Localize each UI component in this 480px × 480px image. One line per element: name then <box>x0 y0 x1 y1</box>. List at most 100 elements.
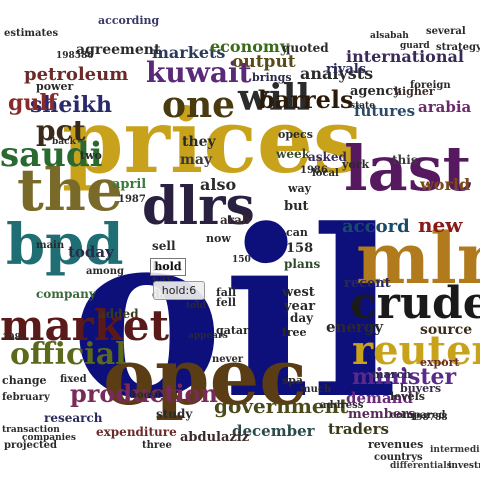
word-crude[interactable]: crude <box>350 278 480 329</box>
word-government[interactable]: government <box>214 394 349 418</box>
word-according[interactable]: according <box>98 14 160 27</box>
word-150[interactable]: 150 <box>232 255 251 265</box>
word-gulf[interactable]: gulf <box>8 90 59 116</box>
word-agency[interactable]: agency <box>350 84 401 99</box>
word-told[interactable]: told <box>186 301 207 311</box>
word-sheikh[interactable]: sheikh <box>30 92 112 118</box>
word-accord[interactable]: accord <box>342 216 410 237</box>
word-198788[interactable]: 198788 <box>410 413 448 423</box>
word-change[interactable]: change <box>2 374 47 387</box>
word-company[interactable]: company <box>36 287 97 301</box>
word-1986[interactable]: 1986 <box>300 165 328 176</box>
word-main[interactable]: main <box>36 240 65 251</box>
word-riyals[interactable]: riyals <box>326 62 366 77</box>
word-levels[interactable]: levels <box>390 390 425 403</box>
word-one[interactable]: one <box>162 84 235 126</box>
word-york[interactable]: york <box>341 158 370 171</box>
word-two[interactable]: two <box>80 149 102 162</box>
word-guard[interactable]: guard <box>400 41 430 51</box>
word-economy[interactable]: economy <box>210 37 290 56</box>
word-arab[interactable]: arab <box>220 213 250 227</box>
word-april[interactable]: april <box>112 177 146 192</box>
word-week[interactable]: week <box>275 147 311 161</box>
word-export[interactable]: export <box>420 356 460 369</box>
word-world[interactable]: world <box>419 175 470 194</box>
word-pct[interactable]: pct <box>36 114 86 147</box>
word-fell[interactable]: fell <box>216 296 236 309</box>
word-now[interactable]: now <box>206 232 231 245</box>
word-quoted[interactable]: quoted <box>282 41 329 55</box>
word-asked[interactable]: asked <box>308 150 347 164</box>
word-will[interactable]: will <box>237 77 310 119</box>
word-qatar[interactable]: qatar <box>216 324 249 337</box>
word-official[interactable]: official <box>10 337 127 372</box>
word-international[interactable]: international <box>346 47 464 66</box>
word-mln[interactable]: mln <box>356 217 480 300</box>
word-brings[interactable]: brings <box>252 71 292 84</box>
word-barrels[interactable]: barrels <box>258 85 354 114</box>
word-foreign[interactable]: foreign <box>410 80 451 91</box>
word-state[interactable]: state <box>350 101 375 111</box>
word-plans[interactable]: plans <box>284 257 320 271</box>
word-market[interactable]: market <box>0 301 170 350</box>
word-buyers[interactable]: buyers <box>400 382 441 395</box>
word-countrys[interactable]: countrys <box>374 452 423 463</box>
word-year[interactable]: year <box>283 299 315 314</box>
word-158[interactable]: 158 <box>286 241 313 256</box>
word-futures[interactable]: futures <box>354 102 415 120</box>
word-december[interactable]: december <box>232 422 316 440</box>
word-minister[interactable]: minister <box>352 364 457 390</box>
word-energy[interactable]: energy <box>326 318 384 336</box>
word-west[interactable]: west <box>281 285 315 300</box>
word-projected[interactable]: projected <box>4 440 57 451</box>
word-1985[interactable]: 1985 <box>2 333 27 343</box>
word-the[interactable]: the <box>17 156 123 224</box>
word-opec[interactable]: opec <box>103 332 307 423</box>
word-among[interactable]: among <box>86 266 124 277</box>
word-study[interactable]: study <box>156 407 193 421</box>
word-may[interactable]: may <box>180 152 213 168</box>
word-research[interactable]: research <box>44 411 103 425</box>
word-also[interactable]: also <box>200 175 236 194</box>
word-1987[interactable]: 1987 <box>118 194 146 205</box>
word-saudi[interactable]: saudi <box>0 135 103 175</box>
word-address[interactable]: address <box>320 400 364 411</box>
word-source[interactable]: source <box>420 322 472 338</box>
word-never[interactable]: never <box>212 354 244 365</box>
word-demand[interactable]: demand <box>346 389 414 407</box>
word-compared[interactable]: compared <box>390 410 445 421</box>
word-fall[interactable]: fall <box>216 286 236 299</box>
word-spa[interactable]: spa <box>282 374 303 387</box>
word-today[interactable]: today <box>68 243 115 261</box>
word-can[interactable]: can <box>286 226 308 239</box>
word-alsabah[interactable]: alsabah <box>370 31 409 41</box>
word-opecs[interactable]: opecs <box>278 128 313 141</box>
hovered-word-highlight[interactable]: hold <box>150 258 186 276</box>
word-markets[interactable]: markets <box>152 43 225 62</box>
word-added[interactable]: added <box>98 307 139 321</box>
word-local[interactable]: local <box>312 168 339 179</box>
word-transaction[interactable]: transaction <box>2 425 60 435</box>
word-estimates[interactable]: estimates <box>4 28 58 39</box>
word-strategy[interactable]: strategy <box>436 42 480 53</box>
word-february[interactable]: february <box>2 392 51 403</box>
word-prices[interactable]: prices <box>62 89 362 193</box>
word-much[interactable]: much <box>300 384 332 395</box>
word-last[interactable]: last <box>344 132 472 205</box>
word-oil[interactable]: oil <box>70 180 398 450</box>
word-day[interactable]: day <box>290 311 314 325</box>
word-march[interactable]: march <box>372 368 411 381</box>
word-bpd[interactable]: bpd <box>6 212 123 278</box>
word-traders[interactable]: traders <box>328 420 389 438</box>
word-new[interactable]: new <box>418 213 463 237</box>
word-arabia[interactable]: arabia <box>418 98 472 116</box>
word-free[interactable]: free <box>282 326 307 339</box>
word-back[interactable]: back <box>52 137 77 147</box>
word-but[interactable]: but <box>284 199 309 214</box>
word-recent[interactable]: recent <box>344 276 391 291</box>
word-agreement[interactable]: agreement <box>76 42 161 58</box>
word-intermediate[interactable]: intermediate <box>430 445 480 455</box>
word-investment[interactable]: investment <box>448 461 480 471</box>
word-they[interactable]: they <box>182 134 217 150</box>
word-fixed[interactable]: fixed <box>60 374 87 385</box>
